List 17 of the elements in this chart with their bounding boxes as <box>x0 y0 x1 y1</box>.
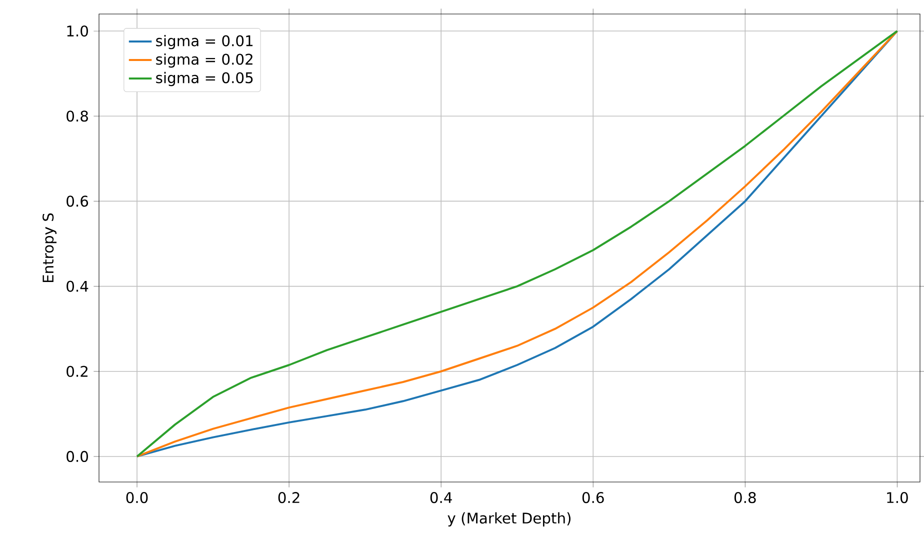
x-tick-label: 0.0 <box>126 492 148 504</box>
y-tick-label: 0.0 <box>66 450 88 462</box>
x-tick-label: 1.0 <box>887 492 908 504</box>
legend-label: sigma = 0.02 <box>156 53 252 68</box>
x-tick-label: 0.8 <box>734 492 756 504</box>
y-tick-label: 1.0 <box>67 25 88 37</box>
x-tick-label: 0.4 <box>430 492 452 504</box>
legend-label: sigma = 0.05 <box>156 72 253 86</box>
y-tick-label: 0.6 <box>66 196 88 207</box>
x-axis-title: y (Market Depth) <box>448 512 571 526</box>
legend-label: sigma = 0.01 <box>156 34 253 50</box>
y-tick-label: 0.8 <box>66 110 88 122</box>
y-axis-title: Entropy S <box>42 213 56 282</box>
x-tick-label: 0.2 <box>278 492 300 504</box>
x-tick-label: 0.6 <box>582 492 604 504</box>
y-tick-label: 0.2 <box>66 366 88 377</box>
y-tick-label: 0.4 <box>66 280 88 292</box>
